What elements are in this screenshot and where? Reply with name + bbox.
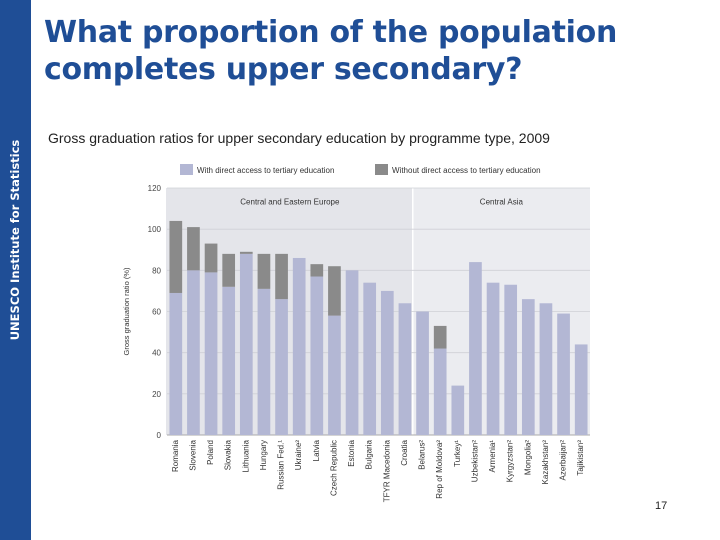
page-number: 17 <box>655 500 668 512</box>
x-tick-label: Lithuania <box>241 439 250 472</box>
bar-with-access <box>363 282 377 435</box>
bar-with-access <box>257 288 271 435</box>
y-tick-label: 80 <box>152 266 161 275</box>
bar-with-access <box>204 272 218 435</box>
x-tick-label: Bulgaria <box>365 439 374 469</box>
x-tick-label: Kazakhstan² <box>541 440 550 485</box>
x-tick-label: Poland <box>206 440 215 465</box>
bar-without-access <box>433 325 447 349</box>
legend-swatch <box>180 164 193 175</box>
bar-with-access <box>433 348 447 435</box>
bar-with-access <box>574 344 588 435</box>
region-label: Central and Eastern Europe <box>240 197 340 206</box>
bar-with-access <box>469 262 482 435</box>
bar-with-access <box>504 284 518 435</box>
bar-with-access <box>416 311 429 435</box>
bar-with-access <box>398 303 412 435</box>
x-tick-label: Rep of Moldova² <box>435 440 444 499</box>
bar-without-access <box>328 266 341 316</box>
y-tick-label: 120 <box>148 184 162 193</box>
y-tick-label: 40 <box>152 349 161 358</box>
bar-without-access <box>239 251 253 254</box>
x-tick-label: Mongolia² <box>523 440 532 475</box>
bar-with-access <box>345 270 359 435</box>
legend-label: Without direct access to tertiary educat… <box>392 166 541 175</box>
y-tick-label: 20 <box>152 390 161 399</box>
bar-without-access <box>169 220 183 293</box>
x-tick-label: Hungary <box>259 440 268 470</box>
x-tick-label: Tajikistan² <box>576 440 585 476</box>
x-tick-label: Ukraine² <box>294 440 303 471</box>
legend-label: With direct access to tertiary education <box>197 166 334 175</box>
x-tick-label: Uzbekistan² <box>470 440 479 483</box>
x-tick-label: Turkey¹ <box>453 440 462 467</box>
bar-with-access <box>539 303 553 435</box>
bar-with-access <box>275 299 288 435</box>
slide-title: What proportion of the population comple… <box>44 15 618 87</box>
bar-without-access <box>204 243 218 273</box>
bar-with-access <box>310 276 324 435</box>
x-tick-label: Slovakia <box>224 439 233 470</box>
x-tick-label: Romania <box>171 439 180 472</box>
bar-with-access <box>557 313 570 435</box>
x-tick-label: Slovenia <box>188 439 197 470</box>
bar-with-access <box>169 292 183 435</box>
x-tick-label: Kyrgyzstan² <box>506 440 515 483</box>
bar-without-access <box>275 253 288 300</box>
y-tick-label: 60 <box>152 308 161 317</box>
chart-subtitle: Gross graduation ratios for upper second… <box>48 130 550 146</box>
bar-with-access <box>521 299 535 435</box>
x-tick-label: Russian Fed.¹ <box>277 440 286 490</box>
sidebar: UNESCO Institute for Statistics <box>0 0 31 540</box>
bar-chart: Central and Eastern Europe Central Asia 0 2… <box>122 164 590 502</box>
x-tick-label: Azerbaijan² <box>559 440 568 481</box>
bar-with-access <box>380 290 394 435</box>
bar-with-access <box>451 385 465 435</box>
region-label: Central Asia <box>480 197 524 206</box>
bar-without-access <box>310 264 324 277</box>
bar-with-access <box>239 253 253 435</box>
x-tick-label: Armenia¹ <box>488 440 497 473</box>
bar-without-access <box>222 253 236 287</box>
bar-with-access <box>328 315 341 435</box>
y-tick-label: 100 <box>148 225 162 234</box>
x-tick-label: Estonia <box>347 439 356 466</box>
bar-without-access <box>257 253 271 289</box>
sidebar-label: UNESCO Institute for Statistics <box>8 139 22 341</box>
y-tick-label: 0 <box>157 431 162 440</box>
x-tick-label: TFYR Macedonia <box>382 439 391 502</box>
bar-with-access <box>187 270 200 435</box>
bar-with-access <box>222 286 236 435</box>
y-axis-label: Gross graduation ratio (%) <box>122 267 131 355</box>
x-tick-label: Czech Republic <box>329 440 338 496</box>
bar-with-access <box>486 282 500 435</box>
x-tick-label: Belarus² <box>418 440 427 470</box>
bar-with-access <box>292 257 306 435</box>
bar-without-access <box>187 227 200 271</box>
x-tick-label: Croatia <box>400 439 409 465</box>
legend-swatch <box>375 164 388 175</box>
x-tick-label: Latvia <box>312 439 321 461</box>
